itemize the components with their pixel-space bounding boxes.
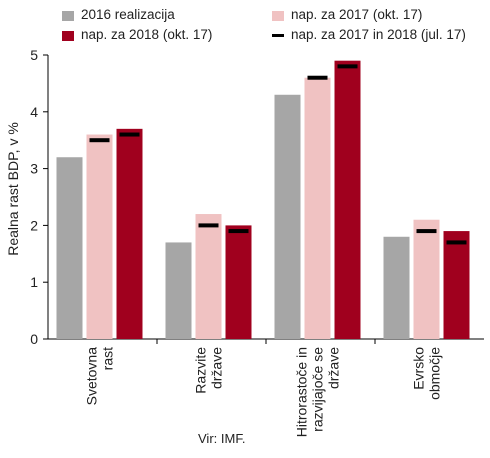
x-category-label: območje <box>427 347 443 400</box>
marker-2018-july <box>119 132 140 137</box>
source-note: Vir: IMF. <box>198 431 246 446</box>
y-tick-label: 0 <box>30 331 38 347</box>
marker-2017-july <box>416 229 437 234</box>
legend-label-2017: nap. za 2017 (okt. 17) <box>291 7 423 22</box>
bar-forecast-2017-oct <box>195 214 222 339</box>
bar-forecast-2017-oct <box>304 77 331 339</box>
bar-forecast-2017-oct <box>413 219 440 339</box>
y-axis-label: Realna rast BDP, v % <box>5 122 21 256</box>
chart-legend: 2016 realizacija nap. za 2017 (okt. 17) … <box>0 4 490 48</box>
legend-label-july-forecast: nap. za 2017 in 2018 (jul. 17) <box>291 27 466 42</box>
bar-2016-realizacija <box>56 157 83 339</box>
x-category-label: države <box>209 347 225 389</box>
marker-2018-july <box>446 240 467 245</box>
x-category-label: rast <box>100 347 116 370</box>
bar-2016-realizacija <box>383 236 410 339</box>
legend-label-2018: nap. za 2018 (okt. 17) <box>81 27 213 42</box>
bar-2016-realizacija <box>165 242 192 339</box>
legend-swatch-2018 <box>62 31 74 41</box>
y-tick-label: 5 <box>30 47 38 63</box>
legend-label-2016: 2016 realizacija <box>81 7 175 22</box>
bar-forecast-2018-oct <box>225 225 252 339</box>
y-tick-label: 2 <box>30 217 38 233</box>
x-category-label: Svetovna <box>84 347 100 406</box>
bar-forecast-2017-oct <box>86 134 113 339</box>
legend-swatch-2017 <box>272 11 284 21</box>
bar-forecast-2018-oct <box>116 128 143 339</box>
marker-2018-july <box>337 64 358 69</box>
x-category-label: Evrsko <box>411 347 427 390</box>
marker-2017-july <box>89 138 110 143</box>
legend-swatch-2016 <box>62 11 74 21</box>
marker-2017-july <box>198 223 219 228</box>
y-tick-label: 3 <box>30 161 38 177</box>
x-category-label: Razvite <box>193 347 209 394</box>
bar-forecast-2018-oct <box>443 231 470 339</box>
marker-2017-july <box>307 75 328 80</box>
bar-2016-realizacija <box>274 94 301 339</box>
marker-2018-july <box>228 229 249 234</box>
x-category-label: države <box>326 347 342 389</box>
legend-dash-marker <box>272 34 284 37</box>
bar-forecast-2018-oct <box>334 60 361 340</box>
x-category-label: Hitrorastoče in <box>294 347 310 437</box>
y-tick-label: 4 <box>30 104 38 120</box>
y-tick-label: 1 <box>30 274 38 290</box>
x-category-label: razvijajoče se <box>310 347 326 432</box>
